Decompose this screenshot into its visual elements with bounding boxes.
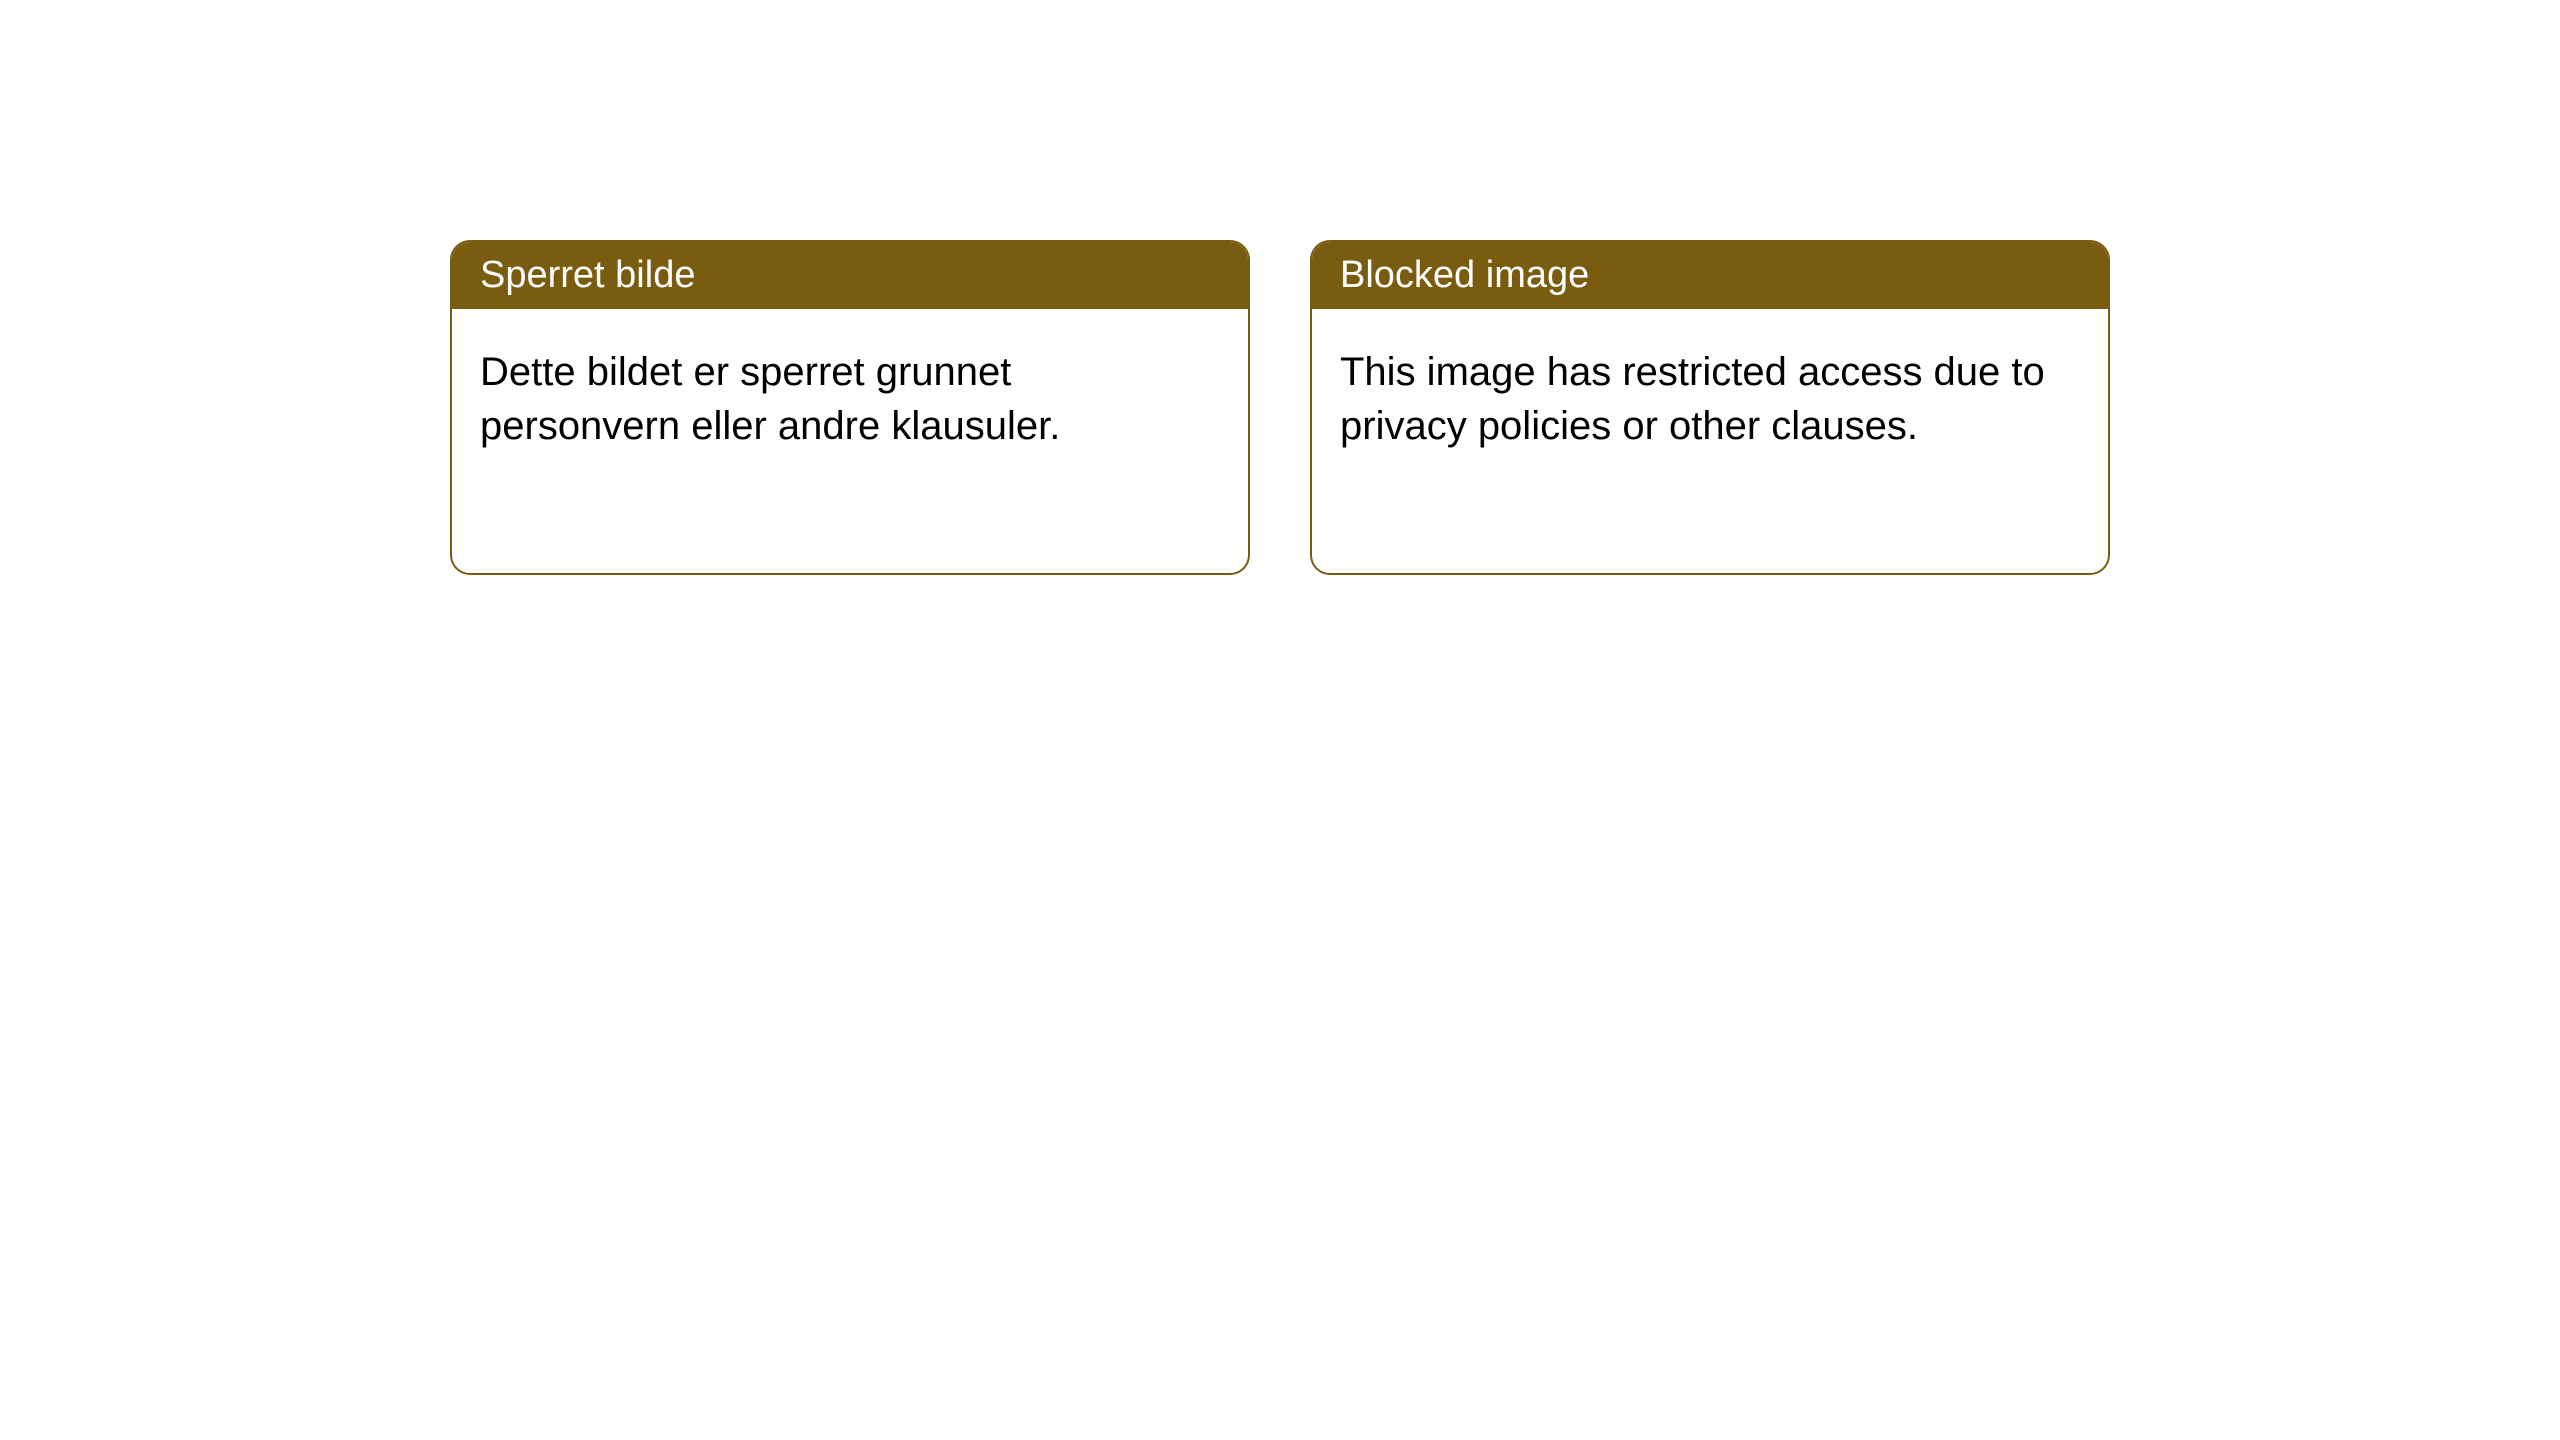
card-header: Sperret bilde: [452, 242, 1248, 309]
card-body: Dette bildet er sperret grunnet personve…: [452, 309, 1248, 489]
notice-cards-container: Sperret bilde Dette bildet er sperret gr…: [450, 240, 2110, 575]
card-title: Sperret bilde: [480, 254, 695, 296]
card-title: Blocked image: [1340, 254, 1589, 296]
card-body: This image has restricted access due to …: [1312, 309, 2108, 489]
notice-card-english: Blocked image This image has restricted …: [1310, 240, 2110, 575]
card-header: Blocked image: [1312, 242, 2108, 309]
card-body-text: This image has restricted access due to …: [1340, 350, 2045, 448]
card-body-text: Dette bildet er sperret grunnet personve…: [480, 350, 1060, 448]
notice-card-norwegian: Sperret bilde Dette bildet er sperret gr…: [450, 240, 1250, 575]
